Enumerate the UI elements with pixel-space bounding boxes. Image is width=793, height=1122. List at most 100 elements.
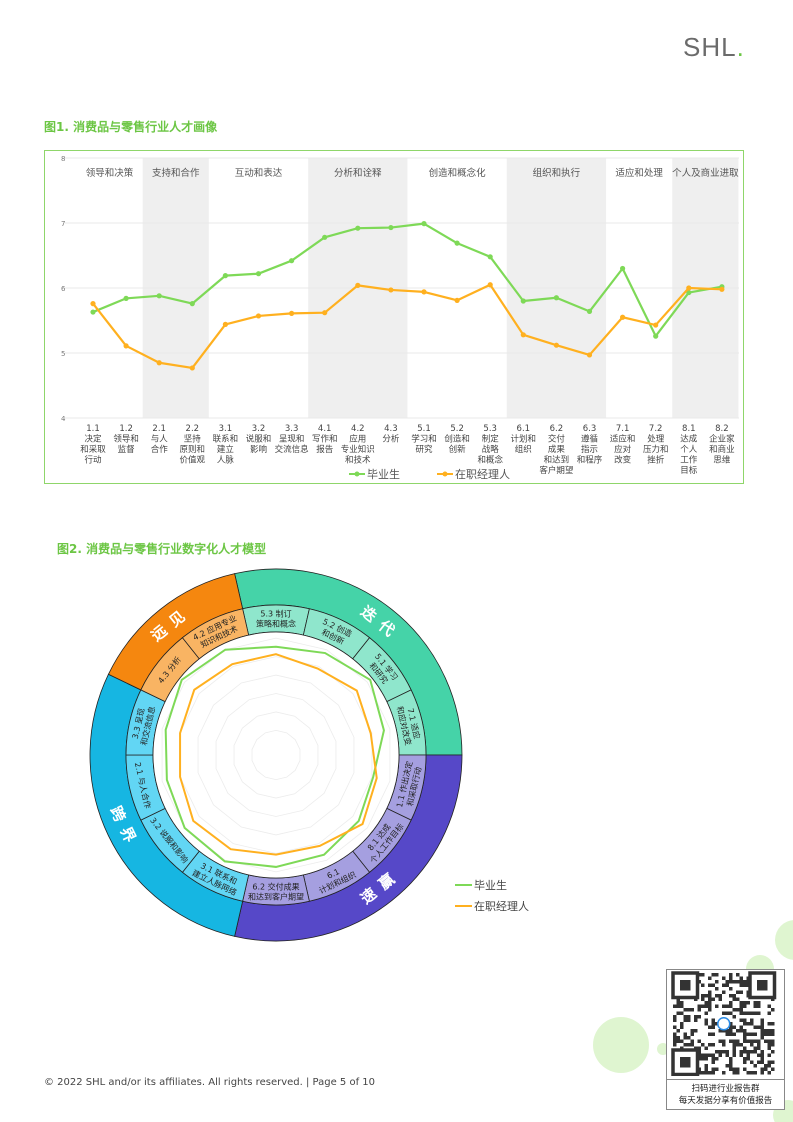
qr-module xyxy=(760,1050,764,1054)
qr-module xyxy=(680,1022,684,1026)
x-tick-label: 遵循 xyxy=(581,434,599,445)
x-tick-label: 5.2 xyxy=(450,424,464,434)
qr-module xyxy=(767,1053,771,1057)
x-tick-label: 合作 xyxy=(151,444,169,455)
qr-module xyxy=(753,1011,757,1015)
qr-module xyxy=(711,1018,715,1022)
x-tick-label: 制定 xyxy=(482,434,500,445)
data-point xyxy=(222,321,228,327)
qr-module xyxy=(753,1050,757,1054)
qr-module xyxy=(673,1025,677,1029)
x-tick-label: 1.2 xyxy=(119,424,133,434)
qr-module xyxy=(718,994,722,998)
qr-module xyxy=(722,1004,726,1008)
qr-module xyxy=(690,1029,694,1033)
qr-module xyxy=(746,1011,750,1015)
qr-module xyxy=(760,1057,764,1061)
qr-module xyxy=(743,1018,747,1022)
qr-module xyxy=(739,1008,743,1012)
qr-module xyxy=(697,1008,701,1012)
qr-module xyxy=(680,1039,684,1043)
x-tick-label: 6.1 xyxy=(517,424,531,434)
qr-module xyxy=(743,1032,747,1036)
qr-module xyxy=(732,1032,736,1036)
qr-module xyxy=(760,1036,764,1040)
qr-module xyxy=(771,1060,775,1064)
qr-module xyxy=(750,1039,754,1043)
data-point xyxy=(123,295,129,301)
qr-module xyxy=(729,973,733,977)
x-tick-label: 创新 xyxy=(449,444,467,455)
qr-module xyxy=(743,1060,747,1064)
qr-module xyxy=(729,1029,733,1033)
qr-module xyxy=(771,1067,775,1071)
qr-module xyxy=(743,1029,747,1033)
x-tick-label: 联系和 xyxy=(213,434,239,445)
qr-module xyxy=(750,1032,754,1036)
legend-label: 在职经理人 xyxy=(455,468,510,481)
qr-module xyxy=(701,997,705,1001)
qr-module xyxy=(673,1036,677,1040)
qr-module xyxy=(711,1057,715,1061)
qr-code-card[interactable]: 扫码进行业报告群 每天发据分享有价值报告 xyxy=(666,969,785,1110)
qr-module xyxy=(743,1011,747,1015)
qr-module xyxy=(725,1029,729,1033)
qr-module xyxy=(711,1067,715,1071)
qr-module xyxy=(687,1008,691,1012)
data-point xyxy=(90,309,96,315)
qr-module xyxy=(760,1067,764,1071)
qr-module xyxy=(771,1008,775,1012)
data-point xyxy=(686,285,692,291)
qr-module xyxy=(683,1043,687,1047)
x-tick-label: 5.3 xyxy=(483,424,497,434)
qr-module xyxy=(736,973,740,977)
x-tick-label: 呈现和 xyxy=(279,435,305,445)
x-tick-label: 目标 xyxy=(680,465,698,476)
qr-module xyxy=(704,1067,708,1071)
x-tick-label: 监督 xyxy=(118,444,136,455)
x-tick-label: 行动 xyxy=(84,455,102,466)
qr-module xyxy=(736,990,740,994)
qr-module xyxy=(729,1025,733,1029)
qr-module xyxy=(739,1011,743,1015)
data-point xyxy=(553,342,559,348)
x-tick-label: 交付 xyxy=(548,434,566,445)
qr-module xyxy=(732,1050,736,1054)
qr-module xyxy=(715,973,719,977)
data-point xyxy=(156,293,162,299)
group-label: 适应和处理 xyxy=(615,167,663,179)
qr-module xyxy=(704,1001,708,1005)
x-tick-label: 和采取 xyxy=(80,444,106,455)
qr-finder-center xyxy=(757,980,768,991)
qr-module xyxy=(711,1025,715,1029)
qr-module xyxy=(704,1064,708,1068)
qr-module xyxy=(743,980,747,984)
qr-module xyxy=(722,1039,726,1043)
x-tick-label: 人脉 xyxy=(217,455,235,466)
qr-module xyxy=(760,1029,764,1033)
x-tick-label: 坚持 xyxy=(184,434,202,445)
qr-module xyxy=(687,1043,691,1047)
qr-module xyxy=(760,1071,764,1075)
qr-module xyxy=(767,1032,771,1036)
qr-module xyxy=(771,1029,775,1033)
qr-module xyxy=(732,1046,736,1050)
qr-module xyxy=(743,1036,747,1040)
x-tick-label: 7.1 xyxy=(616,424,630,434)
qr-module xyxy=(708,994,712,998)
qr-module xyxy=(701,1043,705,1047)
x-tick-label: 1.1 xyxy=(86,424,100,434)
qr-module xyxy=(683,1032,687,1036)
qr-module xyxy=(701,1053,705,1057)
qr-module xyxy=(767,1004,771,1008)
qr-module xyxy=(711,1043,715,1047)
radar-grid xyxy=(251,729,301,781)
qr-module xyxy=(750,1011,754,1015)
qr-module xyxy=(771,1043,775,1047)
qr-module xyxy=(732,1043,736,1047)
x-tick-label: 压力和 xyxy=(643,444,669,455)
page-footer: © 2022 SHL and/or its affiliates. All ri… xyxy=(44,1077,375,1088)
qr-module xyxy=(757,1043,761,1047)
data-point xyxy=(520,298,526,304)
